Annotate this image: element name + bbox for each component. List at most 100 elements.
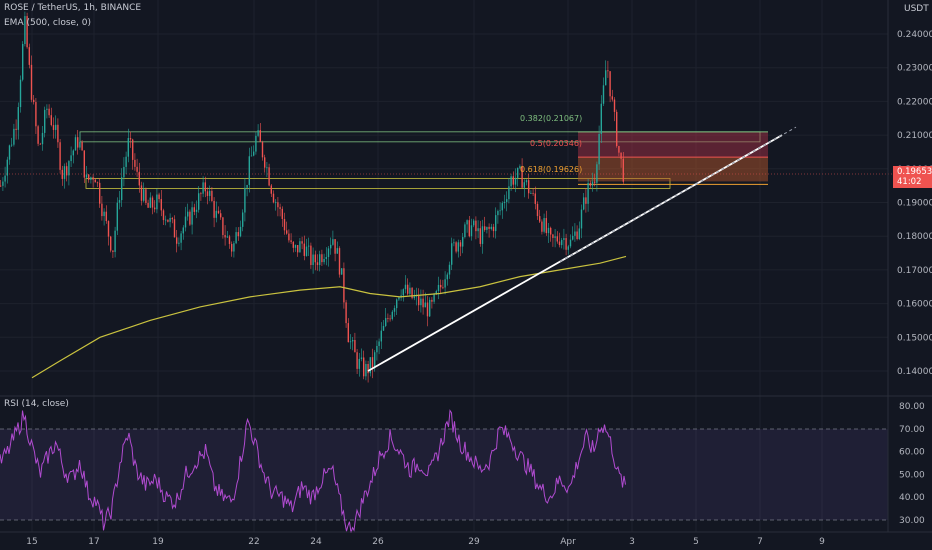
candle-body (569, 239, 572, 247)
symbol-legend[interactable]: ROSE / TetherUS, 1h, BINANCE (4, 3, 141, 13)
candle-body (385, 318, 387, 326)
fib-label-618: 0.618(0.19626) (520, 165, 582, 174)
candle-body (479, 228, 481, 244)
candle-body (338, 248, 341, 275)
time-tick-label: 26 (372, 537, 384, 547)
candle-body (286, 230, 288, 234)
candle-body (576, 231, 578, 240)
candle-body (66, 166, 68, 176)
time-tick-label: 5 (693, 537, 699, 547)
candle-body (490, 226, 492, 229)
candle-body (523, 182, 525, 188)
candle-body (224, 235, 226, 238)
candle-body (299, 241, 301, 253)
time-tick-label: Apr (560, 537, 576, 547)
candle-body (501, 203, 503, 211)
candle-body (382, 325, 385, 331)
candle-body (407, 284, 409, 294)
ema-legend[interactable]: EMA (500, close, 0) (4, 18, 91, 28)
candle-body (134, 159, 136, 167)
candle-body (246, 184, 248, 188)
candle-body (176, 237, 178, 244)
grid-lines (0, 0, 888, 532)
candle-body (473, 220, 475, 226)
candle-body (292, 241, 294, 248)
current-price-value: 0.19653 (897, 167, 932, 177)
candle-body (0, 185, 2, 187)
candle-body (220, 213, 222, 218)
candle-body (28, 47, 30, 65)
rsi-legend[interactable]: RSI (14, close) (4, 399, 69, 409)
candle-body (46, 108, 48, 110)
candle-body (83, 150, 85, 178)
candle-body (541, 221, 543, 232)
rsi-axis[interactable]: 80.00 70.00 60.00 50.00 40.00 30.00 (899, 402, 925, 526)
candle-body (396, 299, 398, 309)
candle-body (303, 243, 305, 256)
candle-body (539, 216, 541, 222)
rsi-tick-label: 70.00 (899, 425, 925, 435)
candle-body (334, 239, 336, 254)
candle-body (352, 340, 354, 342)
candle-body (235, 232, 237, 244)
candle-body (57, 124, 59, 143)
candle-body (525, 180, 528, 183)
candle-body (435, 291, 437, 294)
candle-body (451, 243, 453, 265)
candle-body (147, 202, 149, 208)
candle-body (376, 345, 378, 353)
fib-zone-618 (85, 178, 671, 189)
candle-body (398, 297, 400, 300)
price-tick-label: 0.14000 (897, 367, 932, 377)
candle-body (264, 157, 266, 168)
time-tick-label: 3 (629, 537, 635, 547)
candle-body (52, 125, 55, 130)
rsi-line[interactable] (0, 409, 626, 533)
price-tick-label: 0.16000 (897, 300, 932, 310)
candle-body (611, 96, 613, 100)
candle-body (574, 231, 576, 236)
candle-body (136, 166, 138, 172)
candle-body (519, 166, 521, 168)
candle-body (587, 182, 589, 204)
fib-label-382: 0.382(0.21067) (520, 114, 582, 123)
candle-body (279, 207, 281, 209)
time-axis[interactable]: 15 17 19 22 24 26 29 Apr 3 5 7 9 (26, 537, 825, 547)
candle-body (312, 254, 314, 266)
candle-body (112, 250, 114, 252)
candle-body (481, 226, 484, 244)
candle-body (160, 199, 162, 211)
candle-body (363, 357, 365, 377)
candle-body (24, 16, 26, 45)
candle-body (455, 242, 457, 252)
candle-body (554, 236, 556, 238)
candle-body (125, 156, 127, 167)
price-tick-label: 0.19000 (897, 199, 932, 209)
candle-body (591, 181, 594, 186)
candle-body (495, 215, 497, 232)
candle-body (154, 207, 156, 210)
candle-body (191, 207, 193, 225)
candle-body (22, 44, 24, 80)
candle-body (116, 202, 118, 231)
candle-body (380, 330, 382, 342)
candle-body (33, 99, 35, 103)
candle-body (360, 357, 363, 359)
currency-label[interactable]: USDT (904, 4, 929, 14)
candle-body (517, 167, 519, 178)
candlestick-series[interactable] (0, 11, 624, 383)
candle-body (39, 143, 41, 145)
candle-body (171, 217, 173, 220)
candle-body (50, 115, 52, 126)
candle-body (266, 167, 268, 169)
candle-body (68, 161, 70, 176)
candle-body (466, 220, 468, 225)
candle-body (330, 244, 332, 249)
fib-zone-upper-fill (578, 131, 768, 158)
candle-body (250, 155, 253, 157)
candle-body (277, 202, 279, 208)
candle-body (354, 340, 356, 353)
candle-body (365, 363, 367, 377)
candle-body (616, 111, 618, 147)
